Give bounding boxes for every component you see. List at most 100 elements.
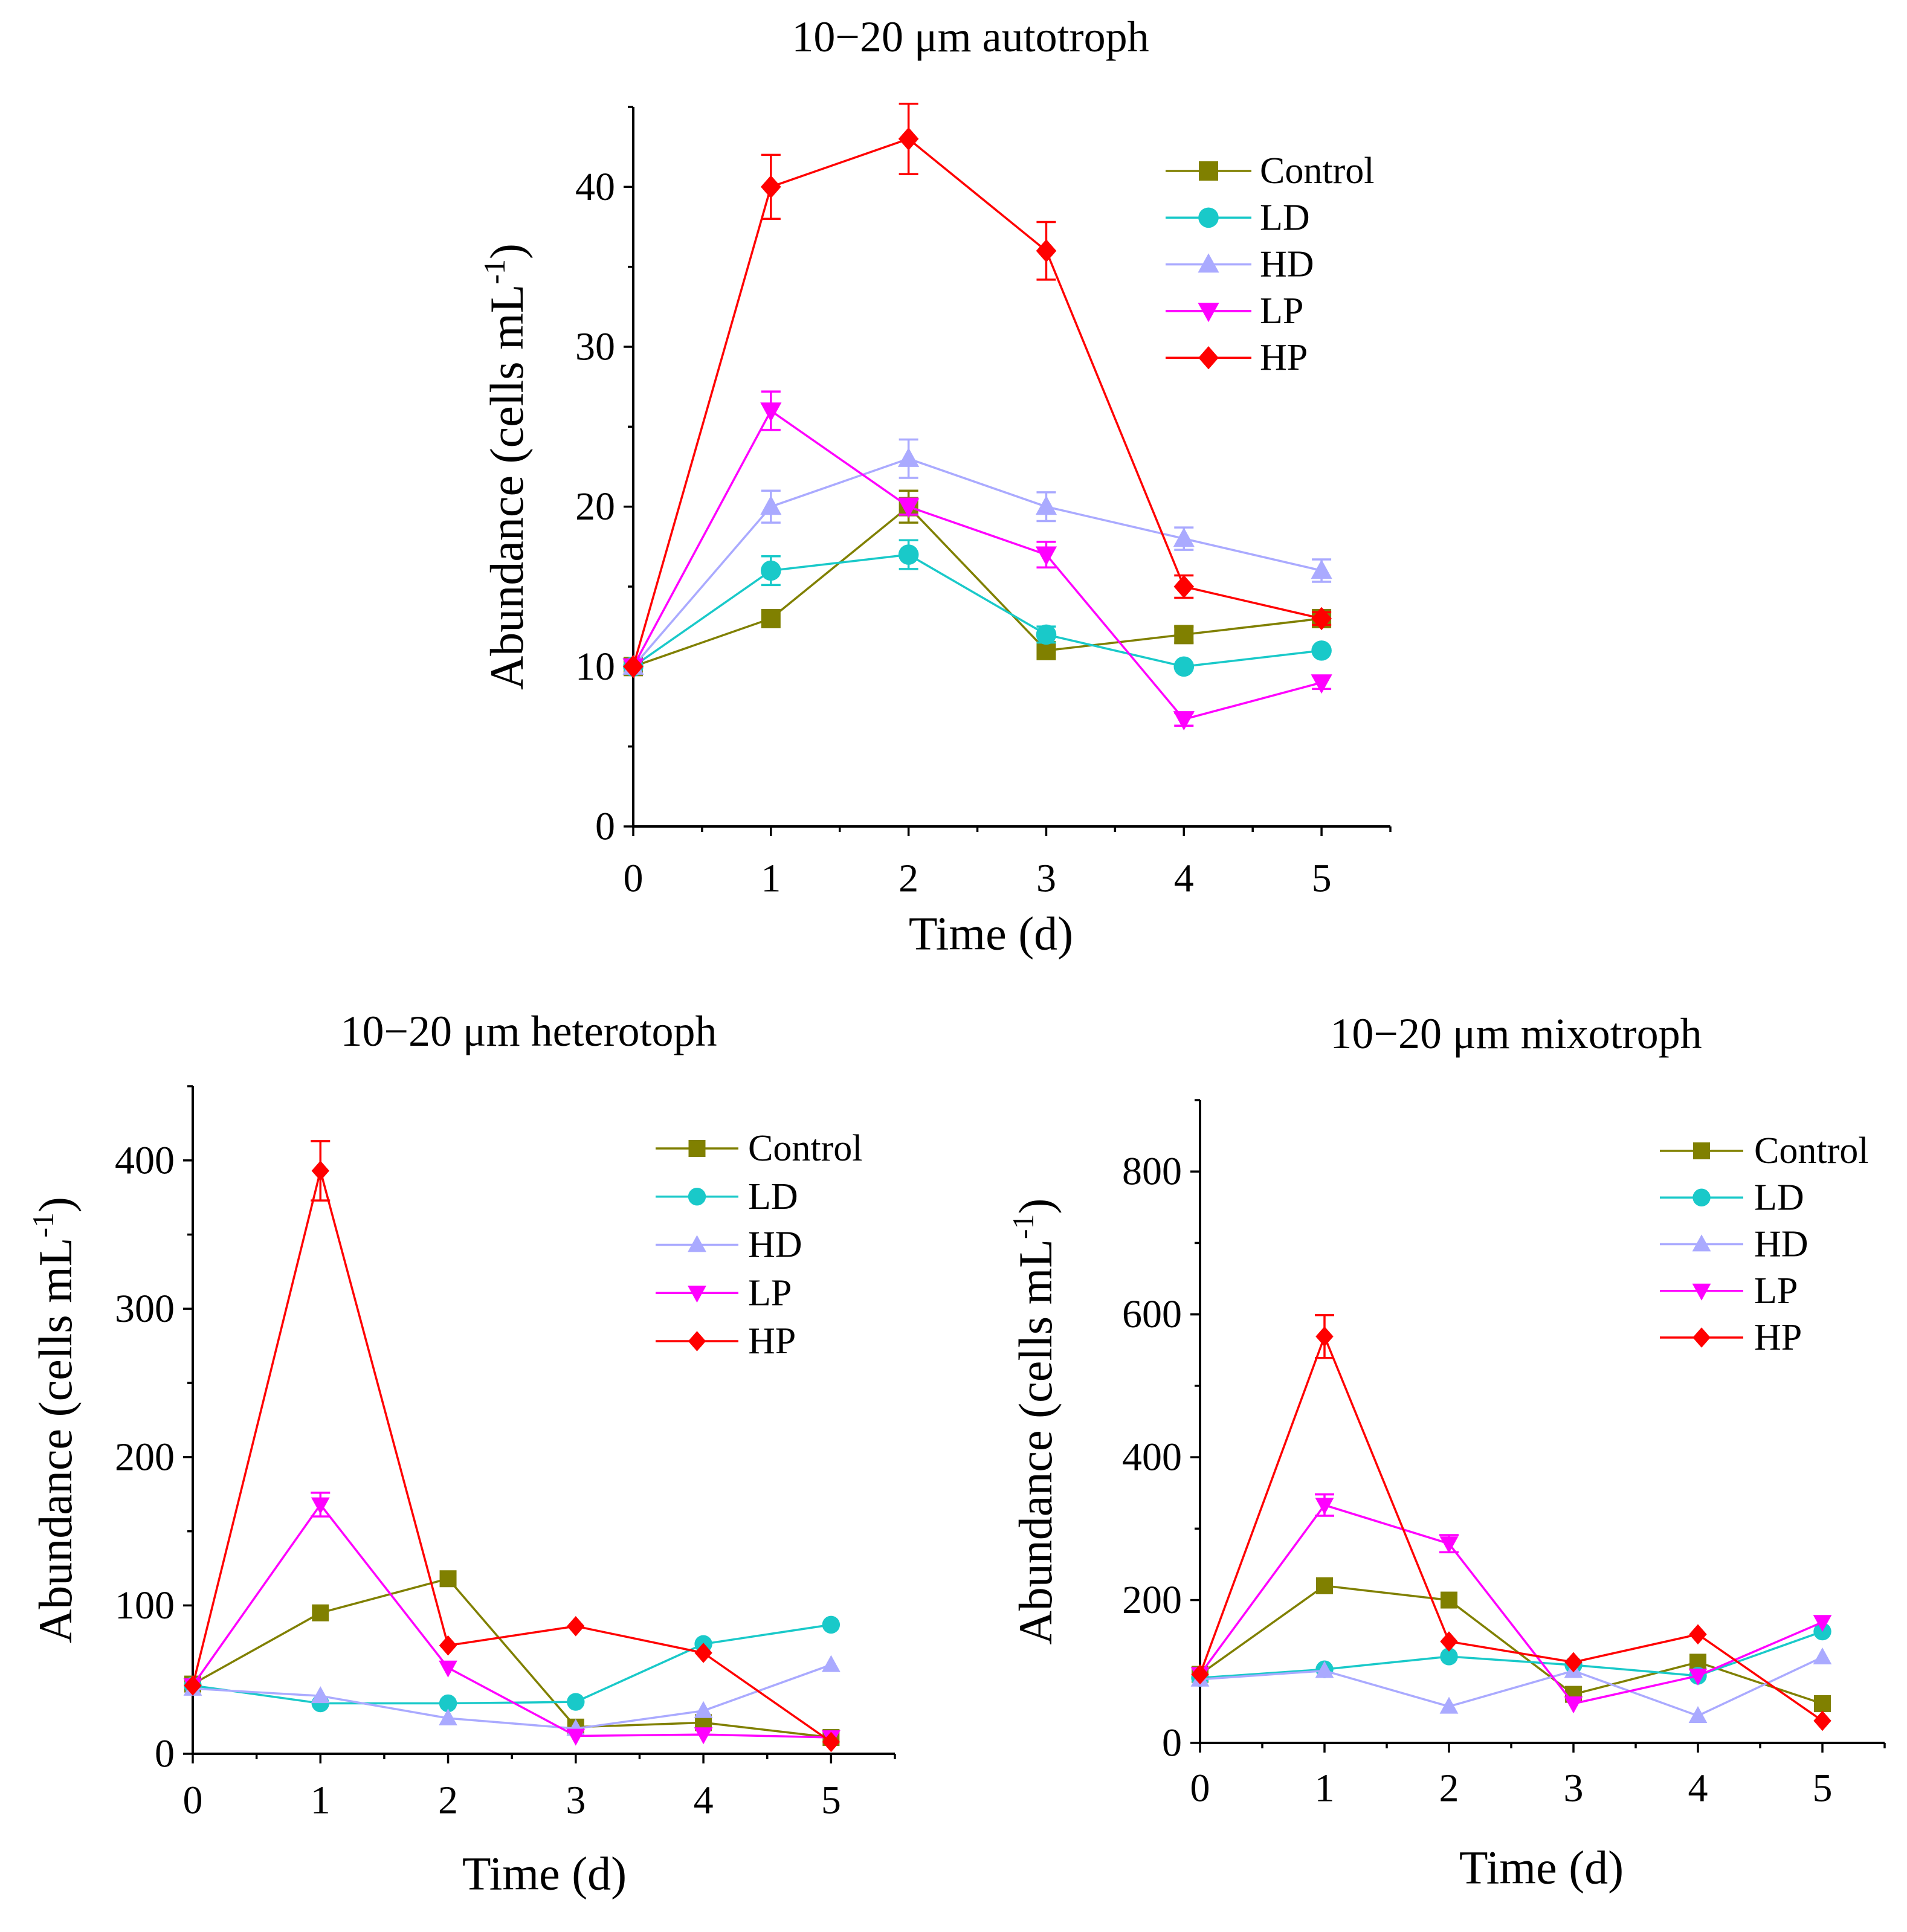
y-tick-label: 10: [575, 645, 615, 689]
data-point-hp: [1173, 575, 1195, 599]
legend-marker: [688, 1235, 706, 1252]
series-control: [1192, 1577, 1831, 1712]
legend-label: Control: [1260, 150, 1374, 192]
data-point-hp: [184, 1675, 202, 1696]
y-axis-label-superscript: -1: [477, 259, 511, 285]
legend-marker: [1692, 1283, 1711, 1301]
x-tick-label: 5: [1312, 857, 1332, 901]
series-line-hd: [192, 1664, 831, 1730]
x-axis-label: Time (d): [909, 907, 1073, 960]
series-line-control: [192, 1577, 831, 1739]
data-point-hd: [439, 1708, 457, 1725]
data-point-hp: [822, 1731, 841, 1753]
data-point-lp: [760, 402, 782, 422]
series-line-hd: [1199, 1656, 1823, 1717]
data-point-hp: [1813, 1710, 1831, 1731]
series-line-lp: [192, 1503, 831, 1739]
series-line-lp: [1199, 1504, 1823, 1705]
x-tick-label: 0: [183, 1779, 203, 1823]
data-point-control: [1174, 625, 1194, 645]
data-point-control: [1814, 1695, 1831, 1712]
legend-item-hp: HP: [1660, 1317, 1802, 1358]
legend-marker: [688, 1140, 706, 1157]
series-lp: [622, 390, 1332, 731]
data-point-hp: [1689, 1624, 1707, 1645]
y-tick-label: 0: [155, 1732, 175, 1776]
data-point-hd: [822, 1655, 841, 1672]
data-point-lp: [898, 498, 920, 518]
x-tick-label: 5: [821, 1779, 841, 1823]
data-point-control: [1316, 1577, 1333, 1594]
y-axis-label-close: ): [480, 243, 533, 259]
legend-marker: [1692, 1234, 1711, 1252]
series-line-ld: [1199, 1630, 1823, 1679]
x-tick-labels: 0 1 2 3 4 5: [1190, 1766, 1833, 1811]
legend-label: Control: [1754, 1130, 1868, 1171]
data-point-control: [1441, 1591, 1457, 1609]
data-point-ld: [567, 1693, 585, 1711]
data-point-hp: [623, 655, 644, 678]
series-hp: [1191, 1314, 1831, 1731]
legend-item-hp: HP: [1166, 337, 1308, 378]
y-axis-label: Abundance (cells mL-1): [1006, 1198, 1062, 1644]
series-line-hp: [1199, 1335, 1823, 1722]
x-tick-label: 1: [1315, 1766, 1335, 1811]
x-tick-label: 4: [1688, 1766, 1708, 1811]
data-point-hp: [311, 1161, 329, 1181]
series-hp: [184, 1140, 841, 1753]
series-line-hp: [632, 138, 1322, 667]
legend-marker: [1198, 207, 1219, 228]
chart-title: 10−20 μm heterotoph: [340, 1007, 717, 1055]
data-point-hd: [1439, 1696, 1459, 1714]
x-tick-label: 3: [566, 1779, 586, 1823]
series-hp: [623, 102, 1332, 678]
data-point-hp: [1311, 607, 1332, 631]
y-tick-label: 400: [115, 1138, 175, 1182]
y-tick-label: 400: [1122, 1435, 1182, 1480]
series-hd: [183, 1655, 841, 1736]
series-group: [622, 102, 1332, 731]
data-point-ld: [898, 544, 919, 565]
legend-label: LD: [1260, 197, 1310, 238]
series-control: [624, 489, 1332, 677]
legend-label: LP: [748, 1272, 792, 1313]
legend-item-control: Control: [1660, 1130, 1868, 1171]
y-axis-label: Abundance (cells mL-1): [26, 1197, 82, 1643]
y-tick-label: 200: [1122, 1578, 1182, 1622]
data-point-ld: [1440, 1647, 1458, 1666]
data-point-ld: [1036, 624, 1057, 645]
y-tick-label: 200: [115, 1435, 175, 1479]
y-tick-label: 100: [115, 1583, 175, 1628]
legend-label: HD: [1754, 1224, 1809, 1265]
legend-item-lp: LP: [656, 1272, 792, 1313]
series-line-ld: [632, 553, 1322, 668]
x-axis-label: Time (d): [462, 1847, 627, 1900]
y-tick-labels: 0 200 400 600 800: [1122, 1150, 1182, 1765]
data-point-ld: [761, 560, 781, 581]
x-axis-label: Time (d): [1459, 1841, 1624, 1894]
y-axis-label-text: Abundance (cells mL: [480, 285, 533, 690]
data-point-ld: [1173, 656, 1195, 677]
legend-marker: [1198, 346, 1219, 370]
legend-label: HP: [1754, 1317, 1802, 1358]
data-point-hd: [1688, 1706, 1708, 1723]
data-point-lp: [1173, 711, 1195, 731]
y-tick-labels: 0 10 20 30 40: [575, 165, 615, 849]
data-point-hp: [439, 1635, 457, 1656]
data-point-hd: [1035, 495, 1057, 515]
legend-item-hd: HD: [656, 1225, 802, 1266]
data-point-lp: [1564, 1696, 1583, 1714]
x-tick-label: 3: [1036, 857, 1056, 901]
legend-label: LD: [748, 1176, 798, 1217]
axes: [624, 106, 1392, 836]
data-point-lp: [1813, 1615, 1832, 1632]
series-hd: [622, 438, 1332, 675]
y-tick-label: 0: [595, 805, 615, 849]
x-tick-label: 5: [1813, 1766, 1833, 1811]
x-tick-label: 0: [624, 857, 644, 901]
data-point-hd: [1813, 1647, 1832, 1664]
series-line-hp: [192, 1170, 832, 1743]
legend-item-ld: LD: [1660, 1177, 1804, 1218]
